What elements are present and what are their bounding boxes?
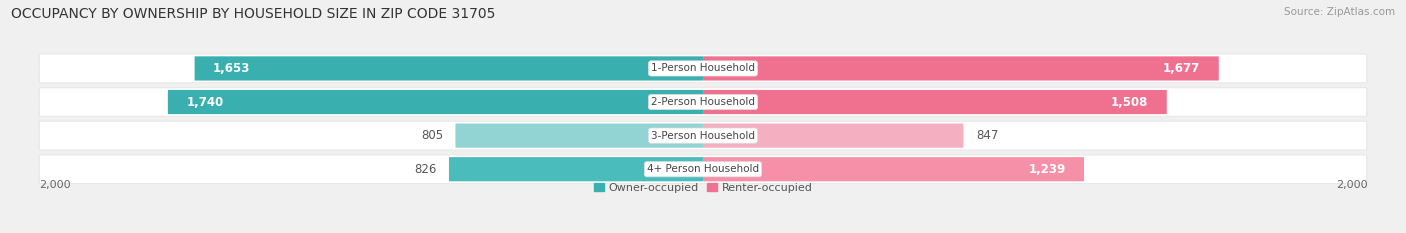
Text: OCCUPANCY BY OWNERSHIP BY HOUSEHOLD SIZE IN ZIP CODE 31705: OCCUPANCY BY OWNERSHIP BY HOUSEHOLD SIZE… <box>11 7 496 21</box>
FancyBboxPatch shape <box>456 123 703 148</box>
Text: 4+ Person Household: 4+ Person Household <box>647 164 759 174</box>
FancyBboxPatch shape <box>39 88 1367 116</box>
FancyBboxPatch shape <box>39 155 1367 183</box>
Legend: Owner-occupied, Renter-occupied: Owner-occupied, Renter-occupied <box>589 178 817 197</box>
FancyBboxPatch shape <box>38 54 1367 83</box>
Text: 1,239: 1,239 <box>1028 163 1066 176</box>
FancyBboxPatch shape <box>39 55 1367 82</box>
FancyBboxPatch shape <box>39 122 1367 149</box>
Text: 2-Person Household: 2-Person Household <box>651 97 755 107</box>
Text: 1,508: 1,508 <box>1111 96 1149 109</box>
Text: 826: 826 <box>415 163 437 176</box>
Text: 2,000: 2,000 <box>1336 180 1367 190</box>
FancyBboxPatch shape <box>38 154 1367 184</box>
Text: 1,653: 1,653 <box>214 62 250 75</box>
FancyBboxPatch shape <box>703 123 963 148</box>
Text: Source: ZipAtlas.com: Source: ZipAtlas.com <box>1284 7 1395 17</box>
Text: 1,740: 1,740 <box>186 96 224 109</box>
FancyBboxPatch shape <box>38 121 1367 151</box>
FancyBboxPatch shape <box>703 56 1219 81</box>
Text: 805: 805 <box>420 129 443 142</box>
Text: 1-Person Household: 1-Person Household <box>651 63 755 73</box>
Text: 3-Person Household: 3-Person Household <box>651 131 755 141</box>
Text: 1,677: 1,677 <box>1163 62 1201 75</box>
FancyBboxPatch shape <box>703 157 1084 181</box>
Text: 847: 847 <box>976 129 998 142</box>
FancyBboxPatch shape <box>703 90 1167 114</box>
Text: 2,000: 2,000 <box>38 180 70 190</box>
FancyBboxPatch shape <box>167 90 703 114</box>
FancyBboxPatch shape <box>449 157 703 181</box>
FancyBboxPatch shape <box>194 56 703 81</box>
FancyBboxPatch shape <box>38 87 1367 117</box>
